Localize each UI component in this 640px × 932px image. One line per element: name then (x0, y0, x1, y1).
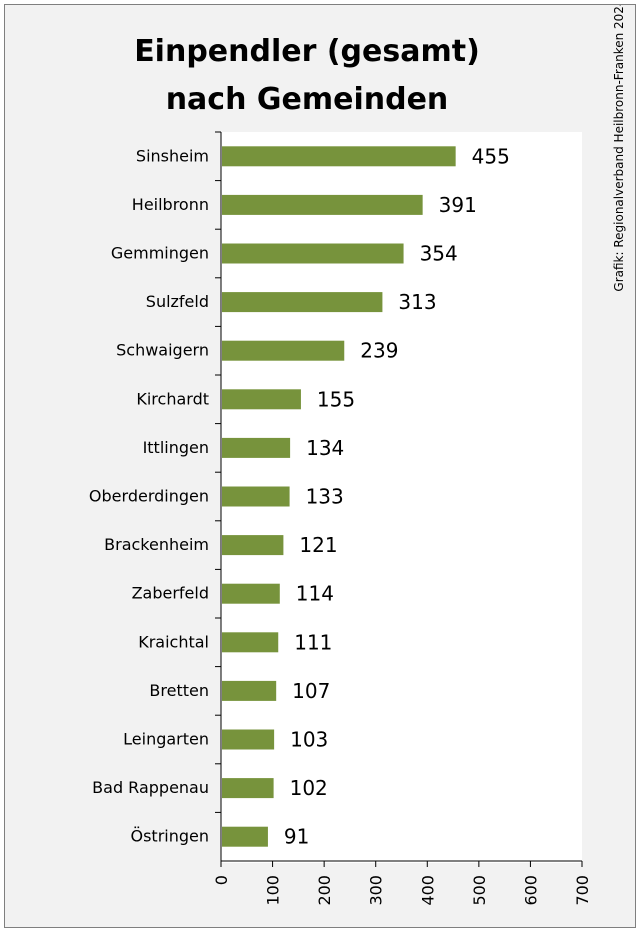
data-label: 354 (420, 242, 458, 266)
chart-credit: Grafik: Regionalverband Heilbronn-Franke… (612, 5, 626, 292)
category-label: Brackenheim (104, 535, 209, 554)
category-label: Bad Rappenau (92, 778, 209, 797)
category-label: Östringen (130, 827, 209, 846)
x-tick-label: 600 (521, 875, 540, 906)
bar (222, 583, 280, 604)
data-label: 114 (296, 582, 334, 606)
x-tick-label: 0 (212, 875, 231, 885)
data-label: 313 (398, 290, 436, 314)
category-label: Schwaigern (116, 341, 209, 360)
bar (222, 340, 345, 361)
data-label: 133 (306, 485, 344, 509)
data-label: 91 (284, 825, 309, 849)
chart-title-line-1: Einpendler (gesamt) (134, 34, 480, 69)
bar (222, 146, 456, 167)
data-label: 155 (317, 387, 355, 411)
category-label: Sinsheim (136, 146, 209, 165)
x-tick-label: 400 (418, 875, 437, 906)
data-label: 134 (306, 436, 344, 460)
x-axis: 0 100 200 300 400 500 600 700 (212, 861, 592, 906)
data-label: 102 (290, 776, 328, 800)
data-label: 107 (292, 679, 330, 703)
category-label: Leingarten (123, 730, 209, 749)
category-label: Gemmingen (111, 244, 209, 263)
bars-layer: Sinsheim 455 Heilbronn 391 Gemmingen 354 Sulzf… (89, 131, 510, 849)
category-label: Oberderdingen (89, 487, 209, 506)
category-label: Ittlingen (143, 438, 209, 457)
chart-canvas: Einpendler (gesamt) nach Gemeinden Grafi… (89, 5, 626, 906)
bar (222, 632, 279, 653)
category-label: Sulzfeld (146, 292, 209, 311)
bar (222, 535, 284, 556)
bar (222, 680, 277, 701)
data-label: 239 (360, 339, 398, 363)
x-tick-label: 700 (573, 875, 592, 906)
category-label: Bretten (149, 681, 209, 700)
category-label: Zaberfeld (132, 584, 209, 603)
data-label: 111 (294, 630, 332, 654)
data-label: 391 (439, 193, 477, 217)
bar (222, 826, 268, 847)
x-tick-label: 200 (315, 875, 334, 906)
category-label: Kraichtal (138, 632, 209, 651)
chart-title-line-2: nach Gemeinden (166, 82, 449, 117)
category-label: Kirchardt (136, 389, 209, 408)
x-tick-label: 100 (264, 875, 283, 906)
bar (222, 778, 274, 799)
bar (222, 243, 404, 264)
x-tick-label: 500 (470, 875, 489, 906)
bar (222, 437, 291, 458)
data-label: 121 (299, 533, 337, 557)
data-label: 103 (290, 728, 328, 752)
bar (222, 486, 290, 507)
bar (222, 729, 275, 750)
bar (222, 389, 301, 410)
x-tick-label: 300 (367, 875, 386, 906)
bar (222, 194, 423, 215)
chart-frame: Einpendler (gesamt) nach Gemeinden Grafi… (4, 4, 636, 928)
bar (222, 292, 383, 313)
data-label: 455 (472, 144, 510, 168)
category-label: Heilbronn (132, 195, 209, 214)
